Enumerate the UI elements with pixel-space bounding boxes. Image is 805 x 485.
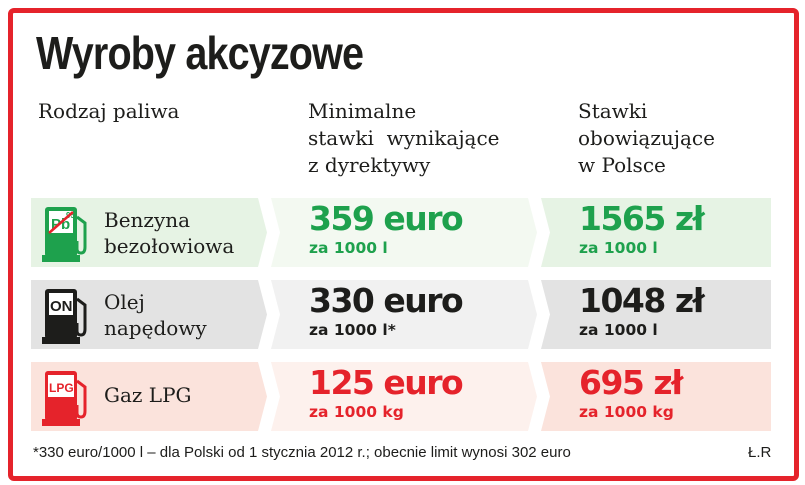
fuel-pump-lpg-icon: LPG: [42, 371, 87, 426]
table-row-diesel: ON Olej napędowy 330 euro za 1000 l* 104…: [31, 280, 771, 349]
row-segment-pl-rate: [541, 280, 771, 349]
header-min-rates: Minimalne stawki wynikające z dyrektywy: [308, 98, 499, 179]
fuel-name-line-1: Olej: [104, 290, 145, 314]
row-segment-min-rate: [271, 198, 537, 267]
fuel-name-line-1: Benzyna: [104, 208, 191, 232]
fuel-name: Olej napędowy: [104, 289, 207, 341]
pl-rate-unit: za 1000 l: [579, 321, 658, 339]
min-rate-unit: za 1000 l: [309, 239, 388, 257]
min-rate-value: 125 euro: [309, 363, 464, 402]
pl-rate-value: 1048 zł: [579, 281, 705, 320]
pl-rate-unit: za 1000 kg: [579, 403, 674, 421]
header-pl-rates-line-2: obowiązujące: [578, 126, 715, 150]
row-segment-pl-rate: [541, 362, 771, 431]
min-rate-unit: za 1000 kg: [309, 403, 404, 421]
header-min-rates-line-3: z dyrektywy: [308, 153, 431, 177]
row-segment-min-rate: [271, 280, 537, 349]
fuel-name-line-2: napędowy: [104, 316, 207, 340]
page-title: Wyroby akcyzowe: [36, 27, 364, 79]
fuel-pump-on-icon: ON: [42, 289, 87, 344]
header-min-rates-line-2: stawki wynikające: [308, 126, 500, 150]
fuel-name: Gaz LPG: [104, 382, 192, 408]
pl-rate-unit: za 1000 l: [579, 239, 658, 257]
min-rate-value: 359 euro: [309, 199, 464, 238]
header-pl-rates: Stawki obowiązujące w Polsce: [578, 98, 715, 179]
author-credit: Ł.R: [748, 444, 772, 461]
fuel-name: Benzyna bezołowiowa: [104, 207, 234, 259]
fuel-name-line-1: Gaz LPG: [104, 383, 192, 407]
fuel-name-line-2: bezołowiowa: [104, 234, 235, 258]
icon-label-lpg: LPG: [49, 381, 74, 395]
header-pl-rates-line-1: Stawki: [578, 99, 648, 123]
header-fuel-type: Rodzaj paliwa: [38, 98, 179, 125]
table-row-petrol: Pb 95 Benzyna bezołowiowa 359 euro za 10…: [31, 198, 771, 267]
pl-rate-value: 1565 zł: [579, 199, 705, 238]
header-pl-rates-line-3: w Polsce: [578, 153, 666, 177]
row-segment-min-rate: [271, 362, 537, 431]
fuel-pump-pb95-icon: Pb 95: [42, 207, 87, 262]
header-fuel-type-line: Rodzaj paliwa: [38, 99, 180, 123]
min-rate-value: 330 euro: [309, 281, 464, 320]
header-min-rates-line-1: Minimalne: [308, 99, 417, 123]
min-rate-unit: za 1000 l*: [309, 321, 396, 339]
icon-label-on: ON: [50, 298, 73, 315]
table-row-lpg: LPG Gaz LPG 125 euro za 1000 kg 695 zł z…: [31, 362, 771, 431]
row-segment-pl-rate: [541, 198, 771, 267]
footnote: *330 euro/1000 l – dla Polski od 1 stycz…: [33, 444, 571, 461]
pl-rate-value: 695 zł: [579, 363, 683, 402]
